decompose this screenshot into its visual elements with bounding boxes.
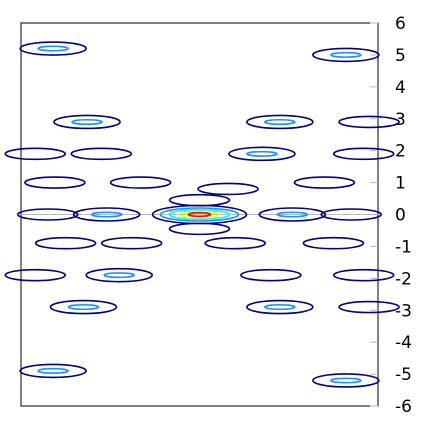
y-tick-label: -5 [395,365,412,385]
contour-feature [72,207,141,222]
contour-level-line [16,208,79,221]
contour-level-line [264,304,296,311]
y-axis-tick-labels: 6 5 4 3 2 1 0 -1 -2 -3 -4 -5 -6 [395,14,412,417]
contour-level-line [90,211,123,218]
contour-level-line [109,176,172,189]
contour-level-line [312,47,380,63]
contour-feature [34,236,97,250]
contour-level-line [100,236,163,250]
contour-feature [4,268,67,282]
contour-level-line [338,300,400,314]
contour-level-line [332,147,395,161]
contour-level-line [168,208,231,221]
contour-feature [240,268,302,282]
contour-level-line [293,176,356,189]
contour-level-line [85,267,153,283]
contour-level-line [240,268,302,282]
contour-feature [53,114,121,130]
y-tick-label: 6 [395,14,406,34]
contour-level-line [320,208,383,221]
contour-level-line [258,207,327,222]
contour-feature [85,267,153,283]
y-axis-ticks [370,22,378,407]
contour-feature [19,363,87,379]
y-tick-label: -3 [395,301,412,321]
contour-level-line [302,236,365,250]
contour-feature [49,299,118,315]
contour-feature [338,300,400,314]
contour-feature [246,114,314,130]
contour-feature [204,236,266,250]
contour-level-line [246,299,314,315]
contour-level-line [24,176,86,189]
contour-level-line [264,118,296,125]
contour-feature [312,373,380,388]
contour-feature [338,115,400,129]
contour-level-line [72,207,141,222]
contour-feature [100,236,163,250]
contour-level-line [71,118,103,125]
contour-level-line [204,236,266,250]
contour-feature [70,147,133,161]
contour-level-line [178,210,221,219]
contour-feature [24,176,86,189]
contour-level-line [338,115,400,129]
contour-level-line [187,211,212,218]
y-tick-label: 0 [395,206,406,226]
contour-level-line [246,114,314,130]
contour-level-line [4,268,67,282]
contour-feature [19,41,87,56]
y-tick-label: -6 [395,397,412,417]
y-tick-label: 4 [395,78,406,98]
contour-feature [293,176,356,189]
contour-level-line [332,268,395,282]
y-tick-label: 3 [395,110,406,130]
contour-level-line [53,114,121,130]
contour-feature [197,182,259,196]
contour-lines [4,41,400,388]
contour-feature [258,207,327,222]
contour-level-line [67,304,100,311]
y-tick-label: 5 [395,46,406,66]
contour-level-line [34,236,97,250]
contour-level-line [168,193,231,207]
contour-feature [302,236,365,250]
y-tick-label: 1 [395,174,406,194]
contour-level-line [168,222,231,236]
contour-level-line [49,299,118,315]
contour-level-line [228,146,296,162]
y-tick-label: 2 [395,142,406,162]
contour-level-line [246,150,278,157]
contour-level-line [159,207,240,222]
contour-feature [320,208,383,221]
contour-feature [109,176,172,189]
contour-level-line [37,45,69,52]
contour-feature [228,146,296,162]
y-tick-label: -1 [395,237,412,257]
contour-feature [4,147,67,161]
contour-level-line [4,147,67,161]
contour-feature [332,147,395,161]
y-tick-label: -2 [395,269,412,289]
contour-level-line [19,363,87,379]
contour-level-line [330,51,362,58]
contour-feature [312,47,380,63]
contour-feature [332,268,395,282]
y-tick-label: -4 [395,333,412,353]
contour-level-line [276,211,309,218]
contour-feature [168,193,231,207]
contour-level-line [197,182,259,196]
contour-feature [246,299,314,315]
contour-level-line [103,272,135,279]
contour-level-line [19,41,87,56]
contour-level-line [330,377,362,384]
contour-feature [16,208,79,221]
contour-level-line [37,367,69,374]
contour-level-line [70,147,133,161]
contour-level-line [312,373,380,388]
contour-feature [168,222,231,236]
